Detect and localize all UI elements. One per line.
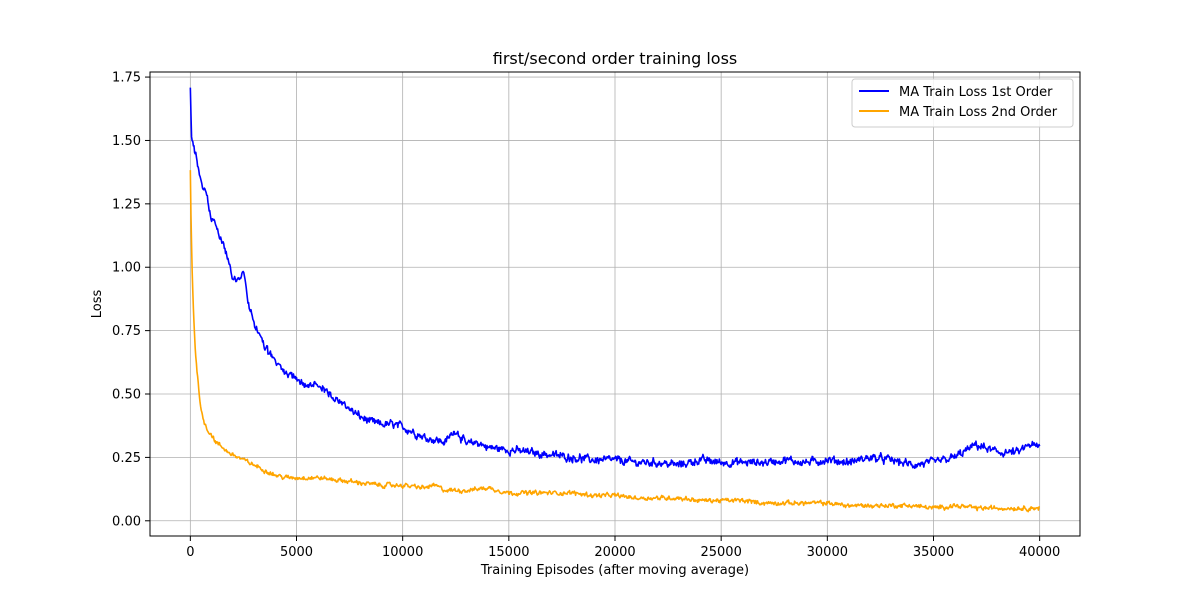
y-tick-label: 0.25 [112, 451, 141, 466]
legend-box [851, 78, 1074, 128]
chart-title: first/second order training loss [493, 49, 738, 68]
y-tick-label: 0.75 [112, 324, 141, 339]
y-tick-label: 1.00 [112, 261, 141, 276]
legend-label-1st-order: MA Train Loss 1st Order [899, 85, 1053, 100]
y-tick-label: 0.50 [112, 388, 141, 403]
x-tick-label: 35000 [913, 545, 954, 560]
y-tick-label: 1.50 [112, 134, 141, 149]
y-axis-title: Loss [90, 290, 105, 319]
y-tick-label: 1.25 [112, 197, 141, 212]
y-tick-label: 0.00 [112, 514, 141, 529]
y-tick-label: 1.75 [112, 71, 141, 86]
series-line-2nd-order [189, 170, 1041, 513]
axis-ticks: 0 5000 10000 15000 20000 25000 30000 35000 40000… [112, 71, 1060, 560]
x-tick-label: 40000 [1019, 545, 1060, 560]
x-axis-title: Training Episodes (after moving average) [480, 563, 749, 578]
x-tick-label: 15000 [488, 545, 529, 560]
series-lines [189, 87, 1041, 513]
x-tick-label: 10000 [382, 545, 423, 560]
series-line-1st-order [189, 87, 1041, 469]
x-tick-label: 25000 [700, 545, 741, 560]
x-tick-label: 0 [186, 545, 194, 560]
legend-label-2nd-order: MA Train Loss 2nd Order [899, 105, 1058, 120]
legend: MA Train Loss 1st Order MA Train Loss 2n… [851, 78, 1074, 128]
x-tick-label: 30000 [807, 545, 848, 560]
x-tick-label: 20000 [594, 545, 635, 560]
x-tick-label: 5000 [280, 545, 313, 560]
